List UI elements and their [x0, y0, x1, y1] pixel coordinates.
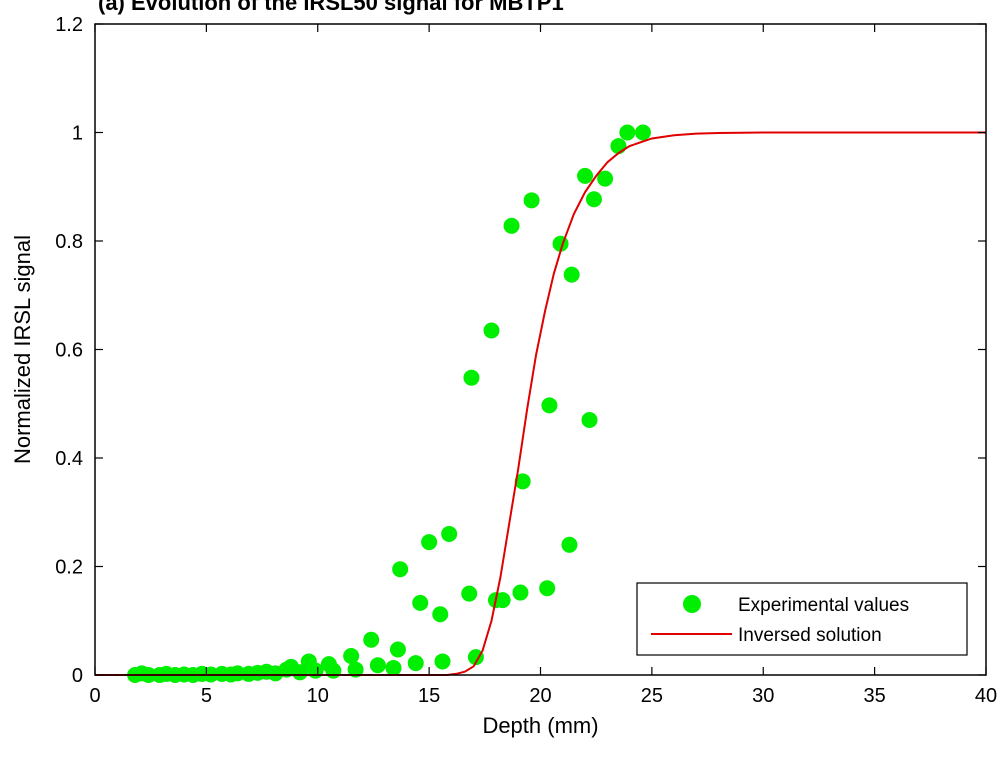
scatter-points	[127, 124, 651, 683]
data-point	[619, 124, 636, 141]
x-tick-label: 35	[864, 685, 886, 707]
data-point	[412, 594, 429, 611]
x-tick-label: 25	[641, 685, 663, 707]
axis-ticks	[94, 23, 987, 676]
y-tick-label: 0.8	[55, 231, 83, 253]
y-tick-label: 1	[72, 123, 83, 145]
legend-marker-experimental	[683, 595, 701, 613]
data-point	[389, 641, 406, 658]
y-tick-label: 1.2	[55, 14, 83, 36]
legend-label-experimental: Experimental values	[738, 595, 909, 616]
data-point	[291, 664, 308, 681]
data-point	[597, 170, 614, 187]
data-point	[494, 592, 511, 609]
data-point	[483, 322, 500, 339]
data-point	[581, 412, 598, 429]
y-tick-label: 0.4	[55, 448, 83, 470]
data-point	[461, 585, 478, 602]
x-tick-label: 30	[752, 685, 774, 707]
data-point	[392, 561, 409, 578]
data-point	[577, 167, 594, 184]
x-tick-label: 15	[418, 685, 440, 707]
data-point	[434, 653, 451, 670]
data-point	[610, 138, 627, 155]
data-point	[523, 192, 540, 209]
data-point	[514, 473, 531, 490]
chart-title: (a) Evolution of the IRSL50 signal for M…	[98, 0, 564, 15]
x-tick-label: 5	[201, 685, 212, 707]
data-point	[325, 662, 342, 679]
data-point	[463, 369, 480, 386]
axis-tick-labels: 0 5 10 15 20 25 30 35 40 0 0.2 0.4 0.6 0.8 1 1.2	[55, 14, 997, 707]
data-point	[585, 191, 602, 208]
legend: Experimental values Inversed solution	[636, 582, 968, 656]
data-point	[541, 397, 558, 414]
data-point	[503, 217, 520, 234]
legend-label-inversed: Inversed solution	[738, 625, 882, 646]
x-tick-label: 0	[89, 685, 100, 707]
data-point	[343, 648, 360, 665]
y-tick-label: 0.6	[55, 340, 83, 362]
data-point	[512, 584, 529, 601]
inversed-solution-line	[95, 131, 986, 676]
x-tick-label: 10	[307, 685, 329, 707]
inversed-solution-line-group	[95, 131, 986, 676]
y-tick-label: 0	[72, 665, 83, 687]
y-axis-title: Normalized IRSL signal	[10, 235, 35, 464]
plot-frame	[94, 23, 987, 676]
data-point	[407, 655, 424, 672]
data-point	[369, 657, 386, 674]
y-tick-label: 0.2	[55, 557, 83, 579]
data-point	[539, 580, 556, 597]
x-axis-title: Depth (mm)	[482, 713, 598, 738]
x-tick-label: 40	[975, 685, 997, 707]
data-point	[563, 266, 580, 283]
x-tick-label: 20	[529, 685, 551, 707]
data-point	[363, 631, 380, 648]
data-point	[467, 649, 484, 666]
data-point	[385, 659, 402, 676]
data-point	[347, 661, 364, 678]
data-point	[432, 606, 449, 623]
data-point	[421, 534, 438, 551]
data-point	[561, 536, 578, 553]
data-point	[441, 525, 458, 542]
data-point	[634, 124, 651, 141]
